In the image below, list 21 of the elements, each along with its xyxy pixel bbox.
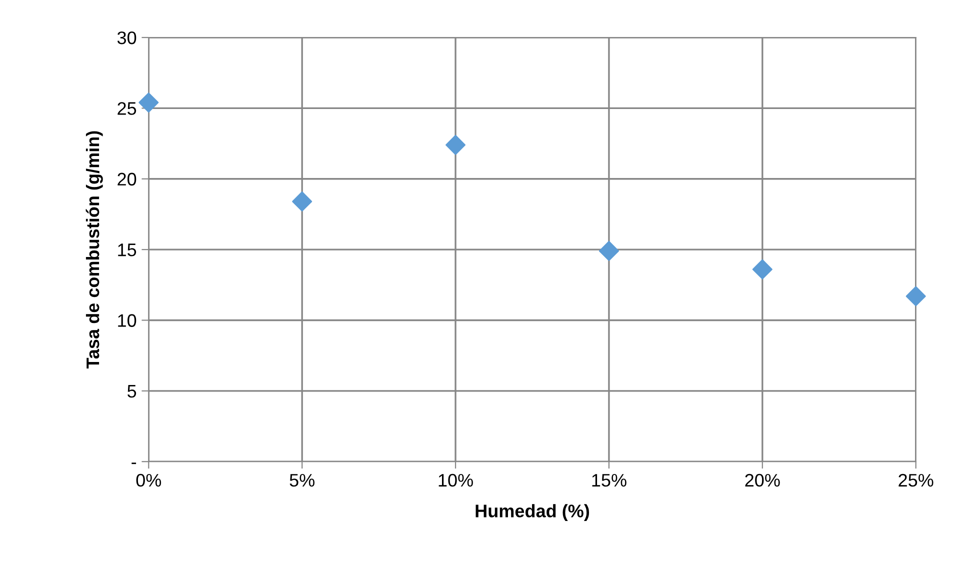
- y-tick-label: 30: [117, 31, 136, 44]
- x-axis-title: Humedad (%): [476, 504, 590, 521]
- x-tick-label: 10%: [438, 474, 473, 487]
- y-tick-label: 10: [118, 314, 136, 327]
- point: [906, 286, 926, 306]
- y-axis-title: Tasa de combustión (g/min): [86, 131, 103, 369]
- x-tick-label: 15%: [592, 474, 626, 487]
- point: [752, 259, 772, 280]
- point: [138, 92, 159, 113]
- point: [598, 240, 619, 261]
- point: [292, 191, 312, 212]
- y-tick-label: 25: [118, 102, 136, 115]
- x-tick-label: 25%: [898, 474, 934, 487]
- x-tick-label: 5%: [290, 474, 314, 487]
- y-tick-label: 5: [128, 385, 136, 398]
- y-tick-label: 20: [118, 172, 136, 186]
- point: [446, 134, 466, 155]
- x-tick-label: 0%: [136, 474, 162, 487]
- y-tick-label: -: [132, 462, 136, 464]
- y-tick-label: 15: [118, 244, 136, 256]
- x-tick-label: 20%: [745, 474, 780, 487]
